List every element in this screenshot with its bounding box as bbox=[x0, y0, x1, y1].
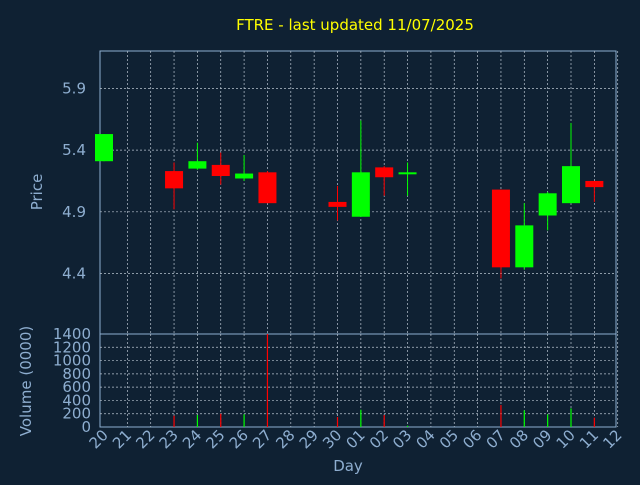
x-tick-label: 30 bbox=[319, 426, 345, 452]
volume-tick-label: 200 bbox=[62, 405, 91, 423]
volume-bars bbox=[173, 334, 595, 427]
candle-body bbox=[258, 172, 277, 204]
x-tick-label: 24 bbox=[179, 426, 205, 452]
candle bbox=[585, 180, 604, 202]
candle-body bbox=[95, 134, 113, 162]
candle-body bbox=[351, 172, 370, 217]
x-tick-label: 12 bbox=[599, 426, 625, 452]
volume-tick-label: 800 bbox=[62, 365, 91, 383]
candle-body bbox=[211, 164, 230, 177]
x-tick-label: 02 bbox=[366, 426, 392, 452]
x-tick-label: 06 bbox=[459, 426, 485, 452]
candle bbox=[258, 171, 277, 204]
x-tick-label: 11 bbox=[576, 426, 602, 452]
candle-body bbox=[585, 180, 604, 188]
price-tick-label: 5.9 bbox=[62, 79, 86, 97]
volume-tick-label: 600 bbox=[62, 378, 91, 396]
candle bbox=[165, 162, 184, 210]
candle-body bbox=[375, 167, 394, 178]
candle-body bbox=[562, 166, 580, 204]
candle bbox=[235, 155, 254, 181]
volume-tick-label: 0 bbox=[81, 418, 91, 436]
price-tick-labels: 4.4 4.9 5.4 5.9 bbox=[62, 79, 86, 282]
price-axis-label: Price bbox=[28, 174, 46, 211]
x-tick-label: 08 bbox=[506, 426, 532, 452]
x-tick-label: 10 bbox=[553, 426, 579, 452]
candles bbox=[95, 120, 604, 279]
x-tick-label: 27 bbox=[249, 426, 275, 452]
candle bbox=[538, 192, 557, 231]
price-tick-label: 5.4 bbox=[62, 141, 86, 159]
candle-body bbox=[398, 172, 417, 175]
volume-grid bbox=[100, 334, 619, 427]
volume-tick-label: 1000 bbox=[53, 352, 91, 370]
candle-body bbox=[515, 225, 534, 268]
price-tick-label: 4.9 bbox=[62, 203, 86, 221]
price-tick-label: 4.4 bbox=[62, 265, 86, 283]
candle-body bbox=[328, 201, 347, 207]
candle-body bbox=[235, 173, 254, 179]
candle bbox=[491, 189, 510, 279]
candle bbox=[211, 152, 230, 185]
candle bbox=[188, 142, 207, 170]
x-tick-label: 25 bbox=[202, 426, 228, 452]
x-tick-label: 05 bbox=[436, 426, 462, 452]
x-tick-label: 21 bbox=[109, 426, 135, 452]
x-tick-label: 28 bbox=[272, 426, 298, 452]
candle bbox=[562, 122, 580, 204]
x-tick-label: 22 bbox=[132, 426, 158, 452]
candle bbox=[95, 134, 113, 162]
candle-body bbox=[538, 193, 557, 216]
x-tick-label: 01 bbox=[342, 426, 368, 452]
candle bbox=[375, 166, 394, 196]
x-axis-label: Day bbox=[333, 457, 363, 475]
chart-title: FTRE - last updated 11/07/2025 bbox=[236, 16, 474, 34]
candle bbox=[398, 162, 417, 196]
x-tick-label: 07 bbox=[483, 426, 509, 452]
volume-tick-label: 1400 bbox=[53, 325, 91, 343]
candle bbox=[515, 203, 534, 270]
candle bbox=[328, 185, 347, 221]
volume-tick-label: 1200 bbox=[53, 338, 91, 356]
x-tick-label: 26 bbox=[226, 426, 252, 452]
candle-body bbox=[165, 171, 184, 189]
x-tick-label: 04 bbox=[412, 426, 438, 452]
x-tick-label: 03 bbox=[389, 426, 415, 452]
volume-panel-frame bbox=[99, 333, 617, 428]
volume-tick-label: 400 bbox=[62, 391, 91, 409]
x-tick-labels: 2021222324252627282930010203040506070809… bbox=[86, 426, 626, 452]
candle-body bbox=[491, 189, 510, 268]
candle-body bbox=[188, 161, 207, 169]
candle bbox=[351, 120, 370, 217]
x-tick-label: 09 bbox=[529, 426, 555, 452]
volume-axis-label: Volume (0000) bbox=[17, 326, 35, 436]
x-tick-label: 23 bbox=[156, 426, 182, 452]
x-tick-label: 29 bbox=[296, 426, 322, 452]
